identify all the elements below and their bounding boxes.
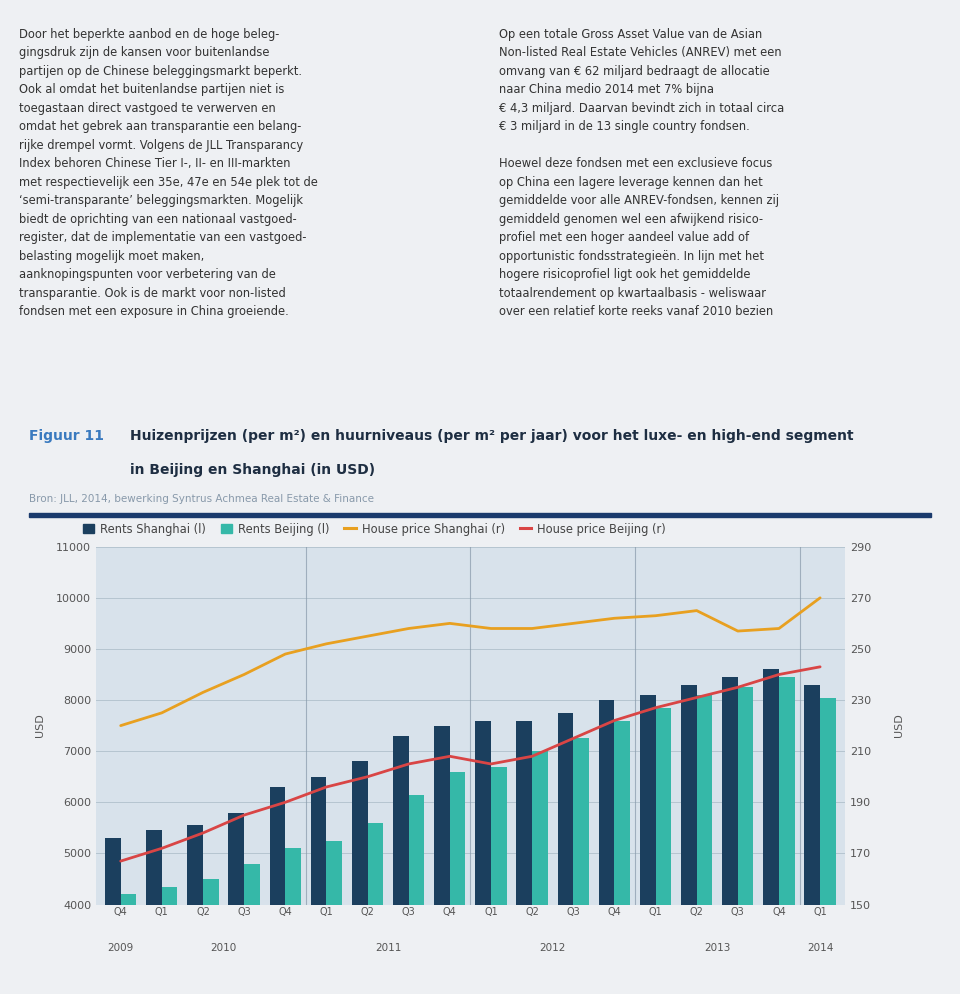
Text: 2012: 2012	[540, 943, 565, 953]
Bar	[146, 830, 162, 994]
Text: Bron: JLL, 2014, bewerking Syntrus Achmea Real Estate & Finance: Bron: JLL, 2014, bewerking Syntrus Achme…	[29, 494, 373, 504]
Bar	[614, 721, 630, 994]
Bar	[475, 721, 491, 994]
Bar	[532, 751, 548, 994]
Text: 2014: 2014	[807, 943, 833, 953]
Bar	[434, 726, 450, 994]
Bar	[599, 700, 614, 994]
Text: Door het beperkte aanbod en de hoge beleg-
gingsdruk zijn de kansen voor buitenl: Door het beperkte aanbod en de hoge bele…	[19, 28, 318, 318]
Bar	[450, 771, 466, 994]
Bar	[573, 739, 588, 994]
Bar	[516, 721, 532, 994]
Bar	[820, 698, 836, 994]
Text: USD: USD	[894, 714, 903, 738]
Bar	[804, 685, 820, 994]
Bar	[681, 685, 697, 994]
Bar	[763, 669, 779, 994]
Bar	[779, 677, 795, 994]
Bar	[409, 794, 424, 994]
Bar	[697, 695, 712, 994]
Text: in Beijing en Shanghai (in USD): in Beijing en Shanghai (in USD)	[130, 463, 374, 477]
Bar	[558, 713, 573, 994]
Bar	[105, 838, 121, 994]
Bar	[640, 695, 656, 994]
Bar	[244, 864, 260, 994]
Text: 2010: 2010	[210, 943, 237, 953]
Legend: Rents Shanghai (l), Rents Beijing (l), House price Shanghai (r), House price Bei: Rents Shanghai (l), Rents Beijing (l), H…	[83, 523, 666, 536]
Bar	[311, 776, 326, 994]
Bar	[722, 677, 738, 994]
Bar	[187, 825, 203, 994]
Text: 2011: 2011	[375, 943, 401, 953]
Bar	[228, 812, 244, 994]
Bar	[326, 841, 342, 994]
Bar	[162, 887, 178, 994]
Bar	[368, 823, 383, 994]
Text: USD: USD	[35, 714, 45, 738]
Text: 2013: 2013	[704, 943, 731, 953]
Text: Op een totale Gross Asset Value van de Asian
Non-listed Real Estate Vehicles (AN: Op een totale Gross Asset Value van de A…	[499, 28, 784, 318]
Text: Huizenprijzen (per m²) en huurniveaus (per m² per jaar) voor het luxe- en high-e: Huizenprijzen (per m²) en huurniveaus (p…	[130, 428, 853, 442]
Bar	[393, 736, 409, 994]
Bar	[491, 766, 507, 994]
Bar	[285, 848, 300, 994]
Text: Figuur 11: Figuur 11	[29, 428, 104, 442]
Text: 2009: 2009	[108, 943, 133, 953]
Bar	[121, 895, 136, 994]
Bar	[270, 787, 285, 994]
Bar	[203, 879, 219, 994]
Bar	[352, 761, 368, 994]
Bar	[738, 687, 754, 994]
Bar	[656, 708, 671, 994]
